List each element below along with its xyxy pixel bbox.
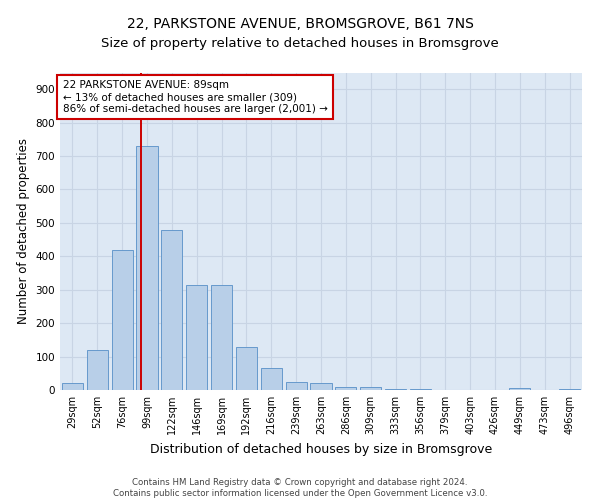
X-axis label: Distribution of detached houses by size in Bromsgrove: Distribution of detached houses by size …: [150, 442, 492, 456]
Bar: [261, 368, 282, 390]
Bar: [112, 250, 133, 390]
Bar: [236, 346, 257, 390]
Bar: [360, 388, 381, 390]
Bar: [186, 284, 207, 390]
Bar: [87, 350, 108, 390]
Text: 22 PARKSTONE AVENUE: 89sqm
← 13% of detached houses are smaller (309)
86% of sem: 22 PARKSTONE AVENUE: 89sqm ← 13% of deta…: [62, 80, 328, 114]
Text: Contains HM Land Registry data © Crown copyright and database right 2024.
Contai: Contains HM Land Registry data © Crown c…: [113, 478, 487, 498]
Bar: [62, 384, 83, 390]
Bar: [211, 284, 232, 390]
Bar: [286, 382, 307, 390]
Text: 22, PARKSTONE AVENUE, BROMSGROVE, B61 7NS: 22, PARKSTONE AVENUE, BROMSGROVE, B61 7N…: [127, 18, 473, 32]
Bar: [559, 389, 580, 390]
Bar: [385, 389, 406, 390]
Bar: [335, 386, 356, 390]
Bar: [161, 230, 182, 390]
Bar: [136, 146, 158, 390]
Bar: [509, 388, 530, 390]
Bar: [310, 384, 332, 390]
Bar: [410, 389, 431, 390]
Text: Size of property relative to detached houses in Bromsgrove: Size of property relative to detached ho…: [101, 38, 499, 51]
Y-axis label: Number of detached properties: Number of detached properties: [17, 138, 30, 324]
